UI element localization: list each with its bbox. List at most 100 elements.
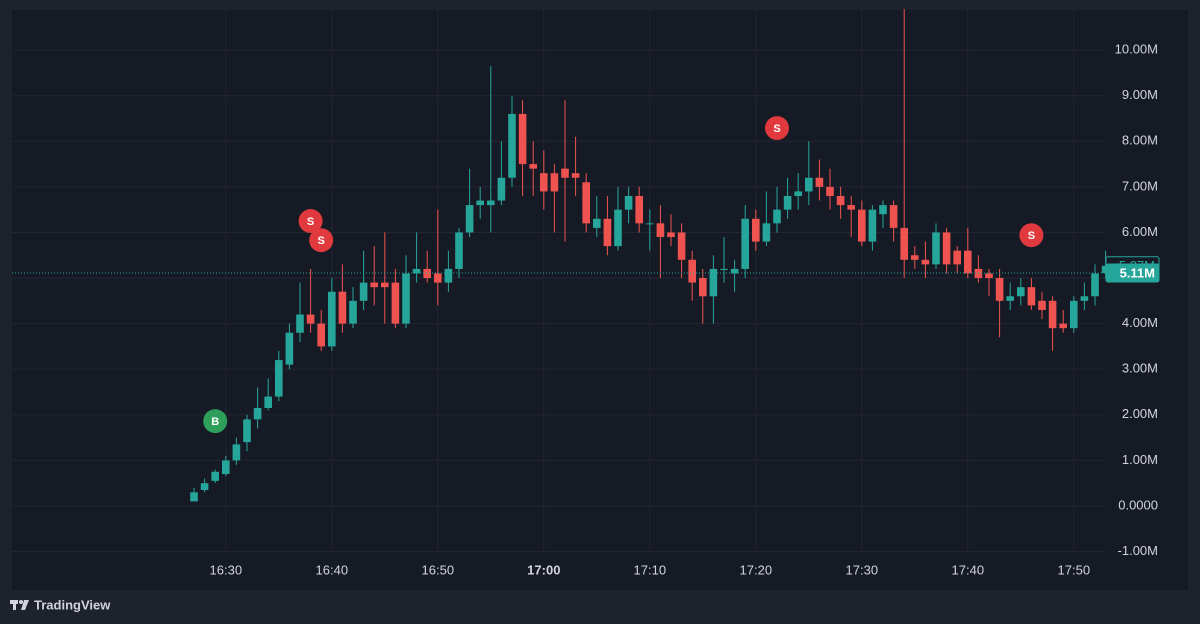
candle-body [900, 227, 908, 260]
y-tick-label: 9.00M [1122, 87, 1158, 102]
logo [10, 600, 29, 610]
candle-body [794, 191, 802, 196]
y-tick-label: 1.00M [1122, 452, 1158, 467]
candle-body [688, 259, 696, 283]
candle-body [656, 223, 665, 238]
candle-body [1017, 287, 1025, 297]
candle-body [497, 177, 506, 201]
candle-body [370, 282, 378, 288]
candle-body [476, 200, 484, 206]
candle-body [783, 195, 792, 210]
candle-body [518, 113, 527, 165]
candle-body [879, 205, 887, 215]
trade-marker [298, 209, 323, 234]
trade-marker-label: B [211, 416, 219, 428]
price-label-box [1105, 263, 1160, 283]
x-tick-label: 16:30 [210, 562, 243, 577]
candle-body [953, 250, 961, 265]
candle-body [815, 177, 824, 187]
candle-body [1027, 287, 1036, 306]
y-tick-label: 8.00M [1122, 133, 1158, 148]
candle-body [349, 300, 357, 324]
candle-body [222, 460, 230, 475]
trade-marker-label: S [1028, 230, 1035, 242]
x-tick-label: 16:40 [316, 562, 349, 577]
candle-body [836, 195, 845, 206]
candle-body [995, 278, 1004, 301]
candle-body [317, 323, 325, 347]
candle-body [720, 268, 728, 270]
x-tick-label: 17:10 [634, 562, 667, 577]
candle-body [921, 259, 930, 265]
candle-body [243, 419, 251, 443]
candle-body [529, 164, 537, 169]
plot-area [12, 10, 1105, 552]
candle-body [190, 492, 198, 502]
candle-body [964, 250, 972, 274]
candle-body [858, 209, 866, 242]
candle-body [455, 232, 463, 269]
x-tick-label: 16:50 [422, 562, 455, 577]
candle-body [359, 282, 368, 301]
candle-body [508, 113, 516, 178]
trade-marker-label: S [773, 123, 780, 135]
trade-marker [309, 228, 334, 253]
candle-body [677, 232, 686, 260]
candle-body [275, 360, 283, 397]
candle-body [306, 314, 315, 324]
candle-body [667, 232, 675, 238]
candle-body [614, 209, 622, 247]
candle-body [1048, 300, 1057, 329]
y-tick-label: 10.00M [1115, 42, 1158, 57]
candle-body [1038, 300, 1046, 310]
y-tick-label: 4.00M [1122, 315, 1158, 330]
candle-body [200, 483, 209, 491]
candle-body [402, 273, 410, 324]
trade-marker [1019, 223, 1044, 248]
y-tick-label: 0.0000 [1118, 497, 1158, 512]
candle-body [487, 200, 495, 206]
candle-body [296, 314, 304, 333]
candle-body [646, 223, 654, 225]
x-tick-label: 17:00 [527, 562, 560, 577]
y-tick-label: 3.00M [1122, 361, 1158, 376]
watermark: TradingView [34, 597, 111, 612]
candle-body [1080, 296, 1089, 301]
candle-body [434, 273, 442, 283]
candle-body [624, 195, 633, 210]
x-tick-label: 17:50 [1058, 562, 1091, 577]
candle-body [942, 232, 951, 265]
candle-body [211, 471, 219, 481]
time-axis [12, 552, 1188, 590]
candle-body [709, 268, 718, 297]
trade-marker [765, 116, 789, 141]
candle-body [381, 282, 389, 288]
x-tick-label: 17:30 [846, 562, 879, 577]
candle-body [847, 205, 855, 210]
candle-body [1070, 300, 1078, 329]
candle-body [1091, 273, 1099, 297]
candle-body [699, 278, 707, 297]
candle-body [444, 268, 453, 283]
x-tick-label: 17:40 [952, 562, 985, 577]
candle-body [826, 186, 834, 196]
candle-body [285, 332, 294, 365]
candle-body [932, 232, 940, 265]
y-tick-label: 6.00M [1122, 224, 1158, 239]
trade-marker-label: S [318, 235, 325, 247]
candle-body [465, 205, 474, 233]
candle-body [741, 218, 749, 269]
trade-marker [203, 409, 228, 434]
candle-body [412, 268, 421, 274]
x-tick-label: 17:20 [740, 562, 773, 577]
candle-body [550, 173, 559, 192]
y-tick-label: -1.00M [1118, 543, 1158, 558]
candle-body [805, 177, 813, 192]
candle-body [762, 223, 771, 242]
candle-body [985, 273, 993, 279]
candle-body [1059, 323, 1067, 329]
candle-body [423, 268, 431, 279]
candle-body [582, 182, 590, 224]
candle-body [571, 173, 580, 178]
candle-body [253, 407, 262, 420]
